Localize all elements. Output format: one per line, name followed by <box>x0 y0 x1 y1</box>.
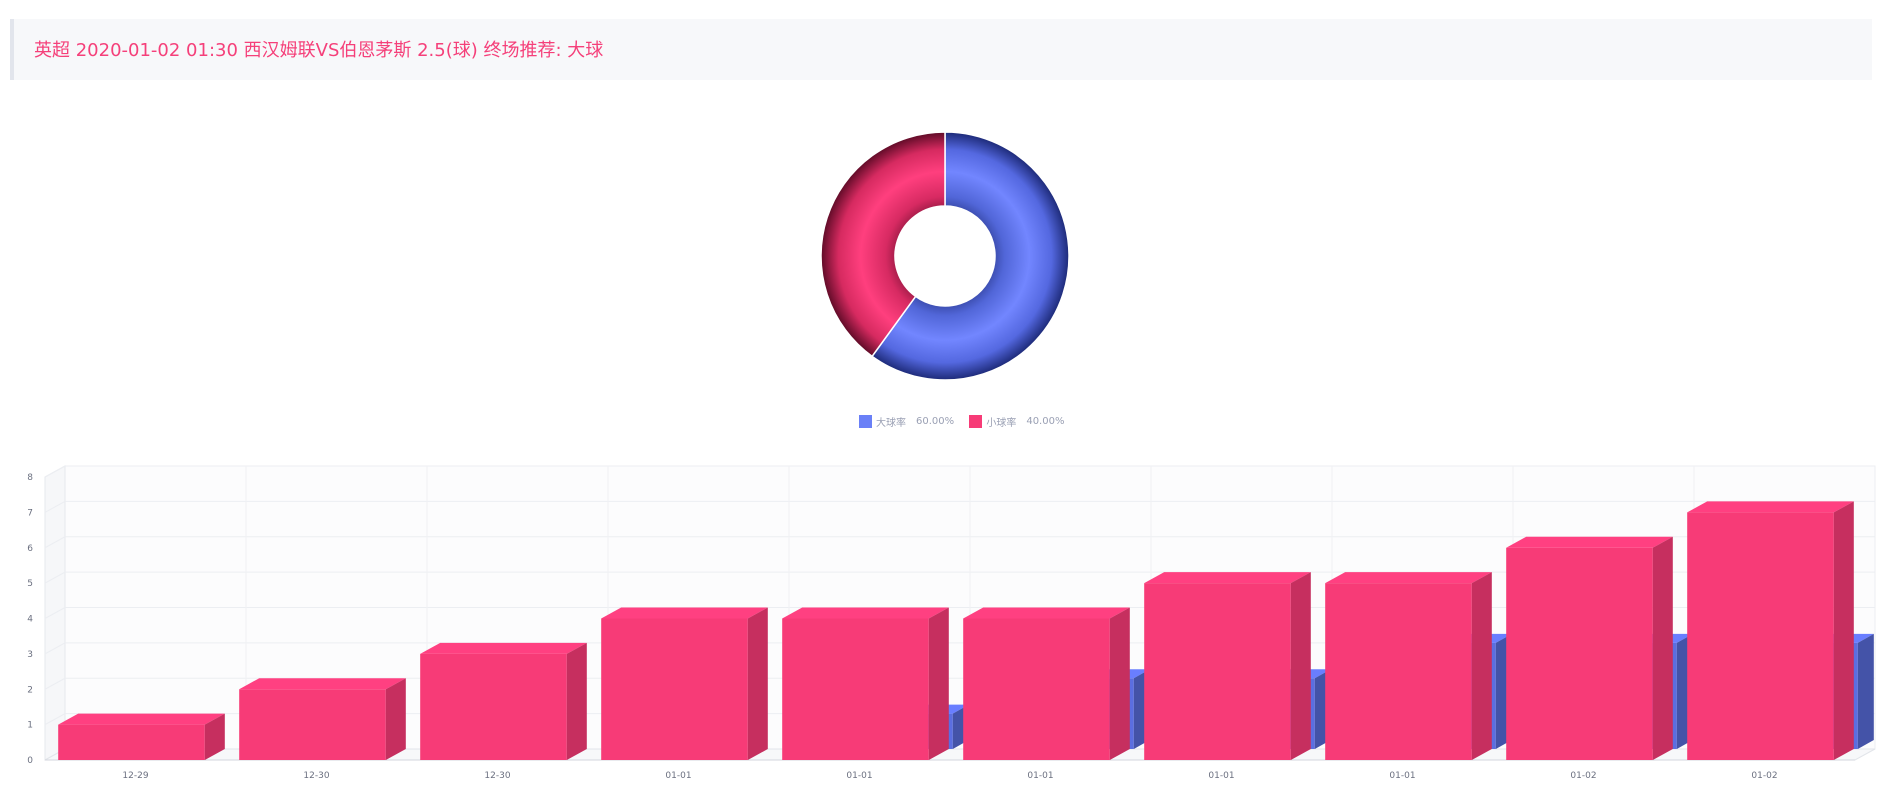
y-tick-label: 1 <box>27 721 33 731</box>
bar-front-top-6 <box>1144 572 1311 584</box>
bar-front-side-4 <box>928 607 949 760</box>
bar-front-5[interactable] <box>963 618 1110 761</box>
bar-front-side-2 <box>566 642 587 760</box>
bar-front-top-1 <box>239 678 406 690</box>
legend-label-big: 大球率 <box>876 418 906 429</box>
bar-front-top-0 <box>58 713 225 725</box>
bar-front-3[interactable] <box>601 618 748 761</box>
y-tick-label: 2 <box>27 685 33 695</box>
y-gridline-side <box>44 465 66 478</box>
bar-front-1[interactable] <box>239 689 386 760</box>
donut-slice-small[interactable] <box>820 131 946 358</box>
legend-swatch-small-icon <box>969 415 983 428</box>
bar-front-side-0 <box>204 713 225 760</box>
x-tick-labels: 12-29 12-30 12-30 01-01 01-01 01-01 01-01 01-01… <box>122 771 1777 781</box>
bar-front-side-6 <box>1290 572 1311 760</box>
bar-front-side-8 <box>1652 536 1673 760</box>
bar-front-side-3 <box>747 607 768 760</box>
x-tick-label: 12-30 <box>303 771 329 781</box>
x-tick-label: 01-01 <box>846 771 872 781</box>
y-gridline-side <box>44 642 66 655</box>
over-under-donut-chart <box>820 131 1070 381</box>
bar-front-top-9 <box>1687 501 1854 513</box>
x-tick-label: 01-01 <box>665 771 691 781</box>
series-front <box>58 501 1854 760</box>
y-gridline-side <box>44 607 66 619</box>
bar-front-top-3 <box>601 607 768 619</box>
legend-value-big: 60.00% <box>916 416 955 427</box>
legend-item-small[interactable]: 小球率 40.00% <box>969 414 1064 429</box>
bar-front-side-9 <box>1833 501 1854 760</box>
x-tick-label: 12-29 <box>122 771 148 781</box>
bar-back-side-9 <box>1857 633 1874 749</box>
match-header: 英超 2020-01-02 01:30 西汉姆联VS伯恩茅斯 2.5(球) 终场… <box>10 19 1872 80</box>
y-tick-label: 4 <box>27 615 33 625</box>
x-tick-label: 12-30 <box>484 771 510 781</box>
bar-front-side-7 <box>1471 572 1492 760</box>
x-tick-label: 01-01 <box>1389 771 1415 781</box>
bar-front-top-8 <box>1506 536 1673 548</box>
bar-front-2[interactable] <box>420 653 567 760</box>
legend-value-small: 40.00% <box>1026 416 1065 427</box>
y-tick-label: 0 <box>27 756 33 766</box>
bar-front-top-4 <box>782 607 949 619</box>
bar-front-side-1 <box>385 678 406 760</box>
legend-label-small: 小球率 <box>986 418 1017 429</box>
x-tick-label: 01-02 <box>1751 771 1777 781</box>
bar-front-top-7 <box>1325 572 1492 584</box>
bar-front-6[interactable] <box>1144 583 1291 760</box>
bar-front-top-5 <box>963 607 1130 619</box>
bar-front-side-5 <box>1109 607 1130 760</box>
y-gridline-side <box>44 713 66 726</box>
y-gridline-side <box>44 571 66 584</box>
donut-slice-big[interactable] <box>871 131 1070 381</box>
bar-front-8[interactable] <box>1506 547 1653 760</box>
y-tick-label: 5 <box>27 579 33 589</box>
goals-3d-bar-chart: 0 1 2 3 4 5 6 7 8 12-29 12-30 12-30 01-01 01-01 01-01 0… <box>27 465 1876 781</box>
y-gridline-side <box>44 677 66 690</box>
y-gridline-side <box>44 536 66 549</box>
match-title: 英超 2020-01-02 01:30 西汉姆联VS伯恩茅斯 2.5(球) 终场… <box>34 40 604 61</box>
bar-front-4[interactable] <box>782 618 929 761</box>
bar-front-top-2 <box>420 642 587 654</box>
y-tick-label: 7 <box>27 508 33 518</box>
bar-front-7[interactable] <box>1325 583 1472 760</box>
y-gridline-side <box>44 500 66 513</box>
y-tick-label: 8 <box>27 473 33 483</box>
bar-front-9[interactable] <box>1687 512 1834 760</box>
legend-swatch-big-icon <box>859 415 872 428</box>
x-tick-label: 01-01 <box>1208 771 1234 781</box>
donut-legend: 大球率 60.00% 小球率 40.00% <box>859 414 1076 430</box>
y-tick-label: 3 <box>27 650 33 660</box>
x-tick-label: 01-01 <box>1027 771 1053 781</box>
y-tick-label: 6 <box>27 544 33 554</box>
x-tick-label: 01-02 <box>1570 771 1596 781</box>
bar-front-0[interactable] <box>58 724 205 760</box>
legend-item-big[interactable]: 大球率 60.00% <box>859 414 954 429</box>
